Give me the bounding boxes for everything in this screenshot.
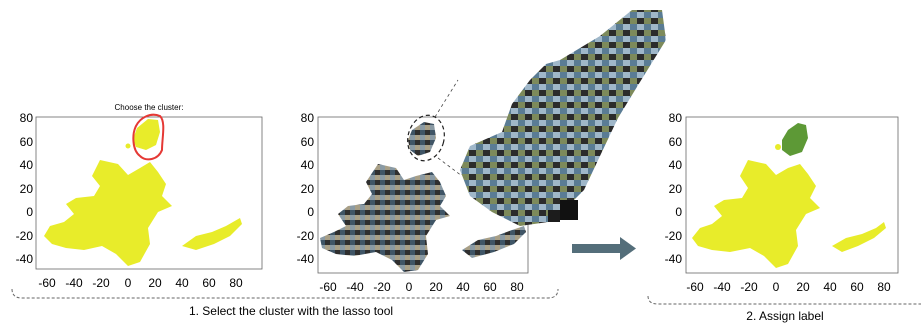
x-tick-labels: -60 -40 -20 0 20 40 60 80 (38, 276, 243, 290)
x-tick: 80 (510, 280, 524, 294)
y-tick: 0 (307, 205, 314, 219)
y-tick: 80 (301, 111, 315, 125)
panel-2-image-scatter: 80 60 40 20 0 -20 -40 -60 -40 -20 0 20 4… (297, 79, 529, 294)
y-tick: -20 (297, 229, 315, 243)
x-tick: 20 (148, 276, 162, 290)
y-tick: 40 (20, 158, 34, 172)
y-tick-labels: 80 60 40 20 0 -20 -40 (665, 111, 683, 266)
x-tick: 60 (202, 276, 216, 290)
x-tick: 0 (406, 280, 413, 294)
y-tick: 20 (20, 182, 34, 196)
y-tick-labels: 80 60 40 20 0 -20 -40 (297, 111, 315, 266)
y-tick: 80 (20, 111, 34, 125)
step-2-bracket (647, 295, 921, 305)
point-clusters (44, 119, 242, 266)
x-tick: 60 (483, 280, 497, 294)
x-tick: 40 (823, 280, 837, 294)
stray-point (775, 144, 781, 150)
zoom-guide-line (437, 157, 463, 177)
step-1-bracket (11, 288, 559, 299)
x-tick: 20 (796, 280, 810, 294)
step-1-label: 1. Select the cluster with the lasso too… (189, 304, 393, 318)
x-tick: -60 (38, 276, 56, 290)
dark-thumbnail (560, 200, 578, 220)
right-thumbnail-cluster (462, 226, 526, 258)
panel-1-scatter: Choose the cluster: 80 60 40 20 0 -20 -4… (16, 103, 263, 290)
main-cluster (44, 160, 172, 266)
zoomed-image-cluster (460, 10, 666, 226)
x-tick: 20 (429, 280, 443, 294)
x-tick: 80 (877, 280, 891, 294)
x-tick: -20 (740, 280, 758, 294)
thumbnail-clusters (320, 122, 526, 272)
x-tick: 80 (229, 276, 243, 290)
step-2-label: 2. Assign label (746, 309, 823, 323)
plot-frame (685, 116, 899, 274)
labeled-cluster (782, 123, 808, 156)
zoom-guide-line (434, 79, 459, 118)
top-cluster (133, 119, 160, 150)
panel-3-labeled-scatter: 80 60 40 20 0 -20 -40 -60 -40 -20 0 20 4… (665, 111, 899, 294)
x-tick: 0 (773, 280, 780, 294)
top-thumbnail-cluster (408, 122, 436, 156)
x-tick: -60 (686, 280, 704, 294)
main-cluster (692, 160, 820, 268)
y-tick: -40 (16, 252, 34, 266)
y-tick: 60 (20, 135, 34, 149)
y-tick-labels: 80 60 40 20 0 -20 -40 (16, 111, 34, 266)
y-tick: -20 (16, 229, 34, 243)
next-step-arrow (572, 237, 636, 260)
x-tick-labels: -60 -40 -20 0 20 40 60 80 (686, 280, 891, 294)
point-clusters (692, 144, 886, 268)
y-tick: 0 (26, 205, 33, 219)
main-thumbnail-cluster (320, 164, 450, 272)
selected-cluster-outline (407, 114, 445, 162)
x-tick: 40 (175, 276, 189, 290)
x-tick: -20 (373, 280, 391, 294)
x-tick: -60 (319, 280, 337, 294)
x-tick-labels: -60 -40 -20 0 20 40 60 80 (319, 280, 524, 294)
right-cluster (832, 222, 886, 252)
y-tick: -20 (665, 229, 683, 243)
chart-title: Choose the cluster: (115, 103, 184, 112)
y-tick: 80 (669, 111, 683, 125)
plot-frame (35, 116, 263, 270)
x-tick: -40 (713, 280, 731, 294)
x-tick: 60 (850, 280, 864, 294)
x-tick: -20 (92, 276, 110, 290)
lasso-selection (132, 113, 165, 161)
y-tick: 20 (669, 182, 683, 196)
right-cluster (182, 218, 242, 250)
x-tick: 40 (456, 280, 470, 294)
stray-point (125, 143, 131, 149)
y-tick: 60 (669, 135, 683, 149)
dark-thumbnail (548, 210, 560, 222)
y-tick: -40 (665, 252, 683, 266)
y-tick: 20 (301, 182, 315, 196)
y-tick: 60 (301, 135, 315, 149)
y-tick: -40 (297, 252, 315, 266)
zoomed-thumbnail-montage (460, 10, 666, 226)
x-tick: 0 (125, 276, 132, 290)
y-tick: 40 (301, 158, 315, 172)
y-tick: 0 (675, 205, 682, 219)
x-tick: -40 (65, 276, 83, 290)
y-tick: 40 (669, 158, 683, 172)
x-tick: -40 (346, 280, 364, 294)
